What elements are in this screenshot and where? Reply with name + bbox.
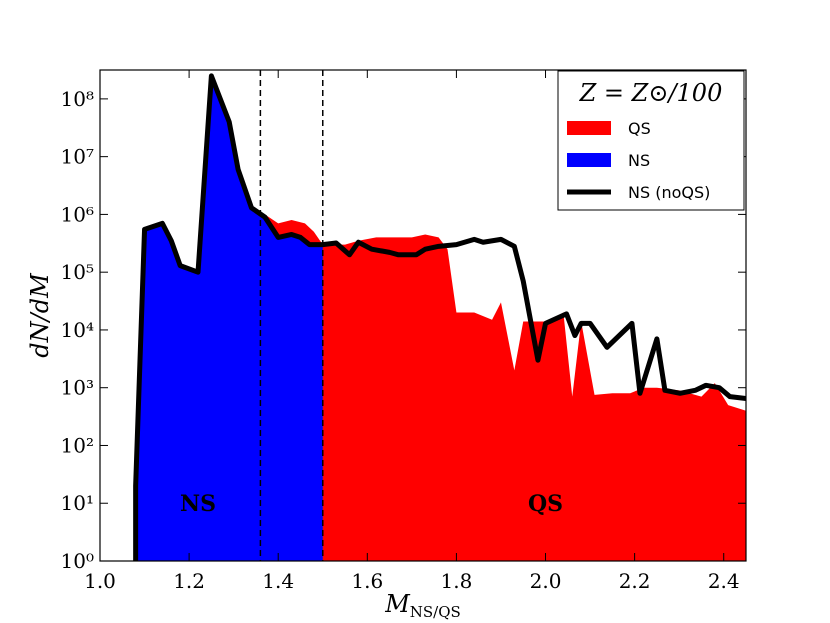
y-tick-label: 10⁷ <box>61 145 94 169</box>
x-tick-label: 2.2 <box>619 569 651 593</box>
y-tick-label: 10¹ <box>61 491 94 515</box>
y-tick-label: 10⁴ <box>61 318 94 342</box>
annotation: NS <box>180 491 216 517</box>
x-tick-label: 2.0 <box>530 569 562 593</box>
plot-layer <box>133 70 746 561</box>
y-tick-label: 10⁵ <box>61 260 94 284</box>
legend-title: Z = Z⊙/100 <box>579 79 723 107</box>
y-tick-label: 10⁰ <box>61 549 94 573</box>
x-axis-label-main: M <box>384 590 411 618</box>
plot-frame <box>99 69 747 562</box>
legend-label: NS (noQS) <box>628 183 710 202</box>
legend-swatch <box>567 121 611 135</box>
x-axis-label: MNS/QS <box>384 590 461 621</box>
x-tick-label: 1.6 <box>351 569 383 593</box>
x-tick-label: 1.8 <box>441 569 473 593</box>
x-axis-label-sub: NS/QS <box>410 603 461 621</box>
area <box>251 209 746 561</box>
legend-label: QS <box>628 119 651 138</box>
annotation: QS <box>528 491 563 517</box>
y-axis-label: dN/dM <box>26 272 54 358</box>
legend: Z = Z⊙/100 QS NS NS (noQS) <box>557 70 745 211</box>
x-tick-label: 1.2 <box>173 569 205 593</box>
y-tick-label: 10² <box>61 433 94 457</box>
legend-label: NS <box>628 151 650 170</box>
x-tick-label: 1.0 <box>84 569 116 593</box>
y-tick-label: 10⁶ <box>61 202 94 226</box>
line <box>133 73 746 561</box>
area <box>135 75 323 561</box>
legend-box <box>557 70 745 211</box>
y-tick-label: 10³ <box>61 376 94 400</box>
x-tick-label: 1.4 <box>262 569 294 593</box>
x-tick-label: 2.4 <box>708 569 740 593</box>
y-tick-label: 10⁸ <box>61 87 94 111</box>
legend-swatch <box>567 153 611 167</box>
